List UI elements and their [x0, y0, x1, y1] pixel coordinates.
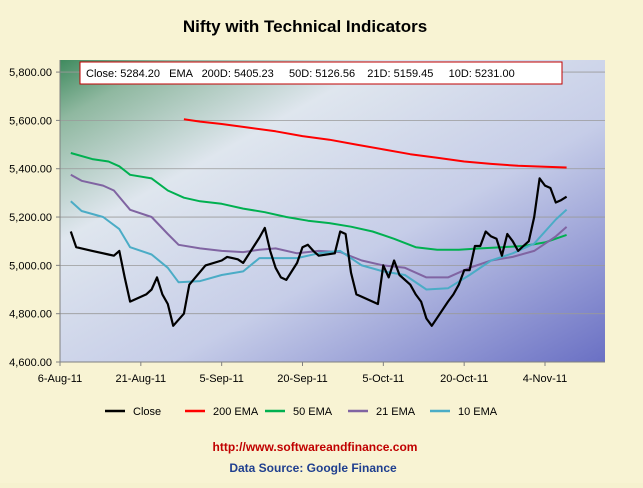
x-tick-label: 5-Sep-11 [199, 373, 243, 385]
chart-title: Nifty with Technical Indicators [183, 17, 427, 36]
series-line-21-ema [70, 173, 568, 279]
legend-item: 21 EMA [348, 406, 416, 418]
y-tick-label: 5,000.00 [9, 260, 52, 272]
plot-area [60, 60, 605, 362]
x-tick-label: 21-Aug-11 [116, 373, 167, 385]
y-tick-label: 4,800.00 [9, 309, 52, 321]
legend-label: 50 EMA [293, 406, 333, 418]
legend-label: 200 EMA [213, 406, 259, 418]
legend-label: 21 EMA [376, 406, 416, 418]
series-line-200-ema [183, 118, 567, 169]
legend-label: 10 EMA [458, 406, 498, 418]
series-line-close [69, 177, 568, 327]
legend-item: Close [105, 406, 161, 418]
y-tick-label: 5,200.00 [9, 212, 52, 224]
y-tick-label: 4,600.00 [9, 357, 52, 369]
series-line-50-ema [70, 152, 567, 251]
y-tick-label: 5,800.00 [9, 67, 52, 79]
x-tick-label: 4-Nov-11 [523, 373, 567, 385]
legend: Close 200 EMA 50 EMA 21 EMA 10 EMA [105, 406, 498, 418]
info-box [79, 61, 563, 85]
series-line-10-ema [70, 200, 568, 291]
x-axis-ticks: 6-Aug-11 21-Aug-11 5-Sep-11 20-Sep-11 5-Oct-… [38, 362, 567, 385]
x-tick-label: 6-Aug-11 [38, 373, 82, 385]
legend-item: 10 EMA [430, 406, 498, 418]
x-tick-label: 20-Oct-11 [440, 373, 488, 385]
x-tick-label: 20-Sep-11 [277, 373, 328, 385]
series-lines [69, 118, 568, 327]
y-tick-label: 5,600.00 [9, 115, 52, 127]
footer-source: Data Source: Google Finance [229, 461, 397, 475]
y-axis-ticks: 4,600.00 4,800.00 5,000.00 5,200.00 5,400.00… [9, 67, 60, 369]
legend-label: Close [133, 406, 161, 418]
legend-item: 200 EMA [185, 406, 259, 418]
x-tick-label: 5-Oct-11 [362, 373, 404, 385]
info-box-text: Close: 5284.20 EMA 200D: 5405.23 50D: 51… [86, 68, 515, 80]
legend-item: 50 EMA [265, 406, 333, 418]
footer-url[interactable]: http://www.softwareandfinance.com [213, 440, 418, 454]
y-tick-label: 5,400.00 [9, 164, 52, 176]
